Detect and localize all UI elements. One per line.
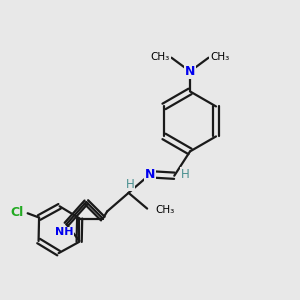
Text: H: H <box>126 178 134 191</box>
Text: H: H <box>181 168 190 181</box>
Text: CH₃: CH₃ <box>210 52 229 62</box>
Text: N: N <box>185 65 195 78</box>
Text: N: N <box>145 168 155 181</box>
Text: NH: NH <box>55 227 73 237</box>
Text: CH₃: CH₃ <box>156 205 175 215</box>
Text: CH₃: CH₃ <box>151 52 170 62</box>
Text: Cl: Cl <box>11 206 24 219</box>
